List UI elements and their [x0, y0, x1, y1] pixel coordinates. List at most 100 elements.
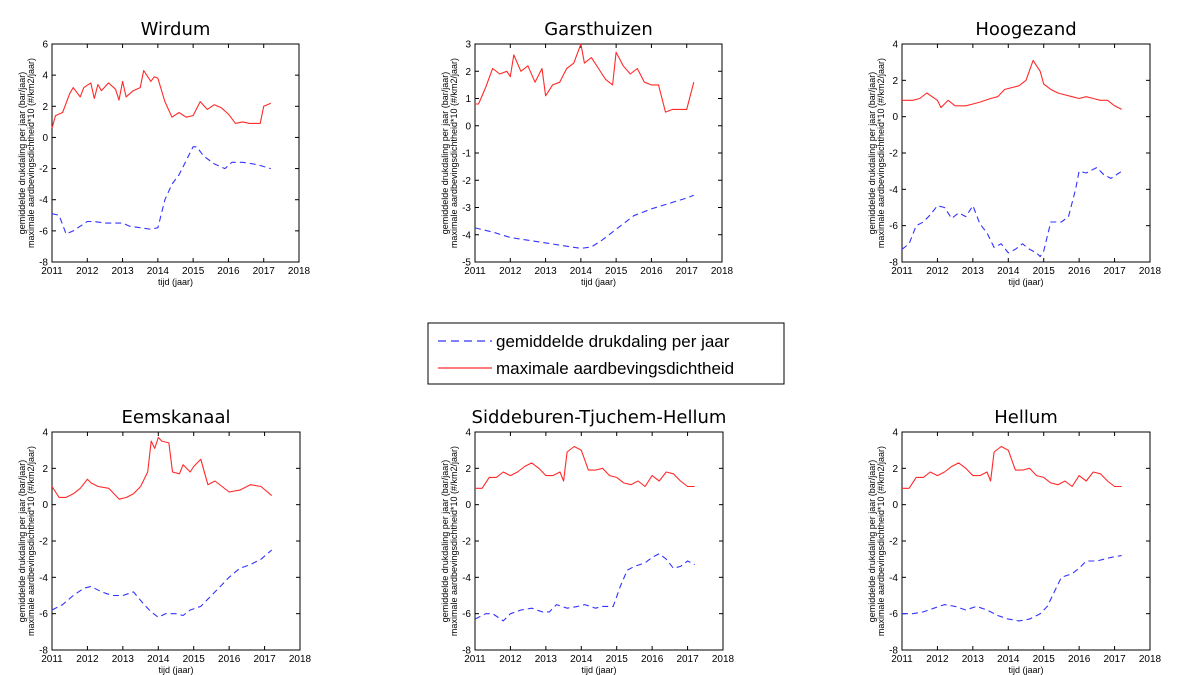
chart-title: Eemskanaal: [122, 407, 231, 428]
y-tick-label: 2: [42, 102, 48, 113]
x-tick-label: 2014: [997, 266, 1020, 277]
x-tick-label: 2018: [712, 654, 735, 665]
y-tick-label: 2: [892, 76, 898, 87]
y-tick-label: -2: [889, 149, 898, 160]
plot-area-frame: [51, 43, 300, 263]
y-tick-label: -1: [462, 149, 471, 160]
x-tick-label: 2018: [711, 266, 734, 277]
x-tick-label: 2013: [535, 654, 558, 665]
x-tick-label: 2012: [76, 266, 99, 277]
series-line-aardbevingsdichtheid: [475, 445, 695, 489]
series-line-drukdaling: [902, 554, 1122, 622]
x-tick-label: 2016: [641, 654, 664, 665]
x-axis-label: tijd (jaar): [1008, 277, 1043, 287]
x-tick-label: 2015: [606, 654, 629, 665]
chart-panel-3: Hoogezand 2011 2012 2013 2014 2015 2016 2017 201…: [867, 19, 1162, 287]
y-tick-label: -4: [462, 573, 471, 584]
x-tick-label: 2012: [926, 654, 949, 665]
x-tick-label: 2013: [112, 654, 135, 665]
y-tick-label: -8: [889, 646, 898, 657]
y-tick-label: 0: [465, 121, 471, 132]
y-tick-label: -2: [889, 537, 898, 548]
x-tick-label: 2018: [288, 266, 311, 277]
y-tick-label: 0: [892, 112, 898, 123]
y-tick-label: 6: [42, 40, 48, 51]
chart-title: Wirdum: [141, 19, 211, 40]
y-tick-label: -2: [39, 537, 48, 548]
x-axis-label: tijd (jaar): [581, 277, 616, 287]
y-tick-label: 4: [465, 428, 471, 439]
x-tick-label: 2017: [676, 266, 699, 277]
legend-label-drukdaling: gemiddelde drukdaling per jaar: [496, 332, 730, 351]
x-tick-label: 2014: [147, 266, 170, 277]
plot-area-frame: [474, 43, 723, 263]
x-tick-label: 2015: [605, 266, 628, 277]
chart-panel-1: Wirdum 2011 2012 2013 2014 2015 2016 2017 2018 -8…: [17, 19, 311, 287]
y-tick-label: -8: [39, 646, 48, 657]
x-tick-label: 2014: [570, 266, 593, 277]
y-tick-label: -6: [39, 609, 48, 620]
y-tick-label: -4: [889, 185, 898, 196]
y-axis-label-secondary: maximale aardbevingsdichtheid*10 (#/km2/…: [26, 58, 36, 248]
y-tick-label: 2: [465, 67, 471, 78]
y-tick-label: 1: [465, 94, 471, 105]
x-tick-label: 2016: [1068, 266, 1091, 277]
y-tick-label: -8: [889, 258, 898, 269]
x-tick-label: 2012: [499, 654, 522, 665]
y-axis-label-secondary: maximale aardbevingsdichtheid*10 (#/km2/…: [876, 58, 886, 248]
chart-panel-6: Hellum 2011 2012 2013 2014 2015 2016 2017 2018 -8…: [867, 407, 1162, 675]
x-tick-label: 2018: [1139, 654, 1162, 665]
series-line-aardbevingsdichtheid: [475, 43, 695, 113]
y-tick-label: 2: [465, 464, 471, 475]
y-tick-label: -6: [39, 226, 48, 237]
y-tick-label: -5: [462, 258, 471, 269]
x-tick-label: 2011: [891, 654, 913, 665]
chart-title: Siddeburen-Tjuchem-Hellum: [472, 407, 727, 428]
y-axis-label: gemiddelde drukdaling per jaar (bar/jaar…: [867, 72, 877, 235]
y-tick-label: 0: [892, 500, 898, 511]
x-tick-label: 2017: [253, 266, 276, 277]
x-tick-label: 2016: [1068, 654, 1091, 665]
x-tick-label: 2014: [997, 654, 1020, 665]
legend-label-aardbevingsdichtheid: maximale aardbevingsdichtheid: [496, 359, 734, 378]
y-tick-label: 0: [465, 500, 471, 511]
y-tick-label: -4: [39, 573, 48, 584]
y-tick-label: -6: [889, 609, 898, 620]
chart-title: Hellum: [994, 407, 1058, 428]
y-axis-label: gemiddelde drukdaling per jaar (bar/jaar…: [440, 460, 450, 623]
y-axis-label-secondary: maximale aardbevingsdichtheid*10 (#/km2/…: [449, 58, 459, 248]
y-tick-label: -3: [462, 203, 471, 214]
x-tick-label: 2016: [217, 266, 240, 277]
y-tick-label: 4: [42, 71, 48, 82]
series-line-aardbevingsdichtheid: [902, 445, 1122, 489]
series-line-drukdaling: [51, 146, 271, 235]
y-tick-label: 2: [892, 464, 898, 475]
plot-area-frame: [901, 43, 1151, 263]
y-tick-label: -6: [889, 221, 898, 232]
y-tick-label: 2: [42, 464, 48, 475]
y-tick-label: -8: [39, 258, 48, 269]
y-tick-label: 4: [892, 40, 898, 51]
chart-title: Hoogezand: [975, 19, 1076, 40]
x-tick-label: 2018: [289, 654, 312, 665]
x-tick-label: 2011: [464, 266, 486, 277]
y-axis-label-secondary: maximale aardbevingsdichtheid*10 (#/km2/…: [26, 446, 36, 636]
y-tick-label: 3: [465, 40, 471, 51]
series-line-drukdaling: [474, 194, 695, 249]
chart-title: Garsthuizen: [544, 19, 653, 40]
y-tick-label: 4: [42, 428, 48, 439]
x-tick-label: 2017: [1103, 266, 1126, 277]
y-tick-label: 0: [42, 500, 48, 511]
legend-box: [427, 322, 785, 385]
y-axis-label-secondary: maximale aardbevingsdichtheid*10 (#/km2/…: [876, 446, 886, 636]
y-tick-label: -4: [889, 573, 898, 584]
x-tick-label: 2012: [926, 266, 949, 277]
x-tick-label: 2013: [962, 654, 985, 665]
x-axis-label: tijd (jaar): [1008, 665, 1043, 675]
series-line-aardbevingsdichtheid: [902, 59, 1122, 110]
series-line-aardbevingsdichtheid: [51, 69, 272, 129]
x-tick-label: 2015: [1033, 266, 1056, 277]
